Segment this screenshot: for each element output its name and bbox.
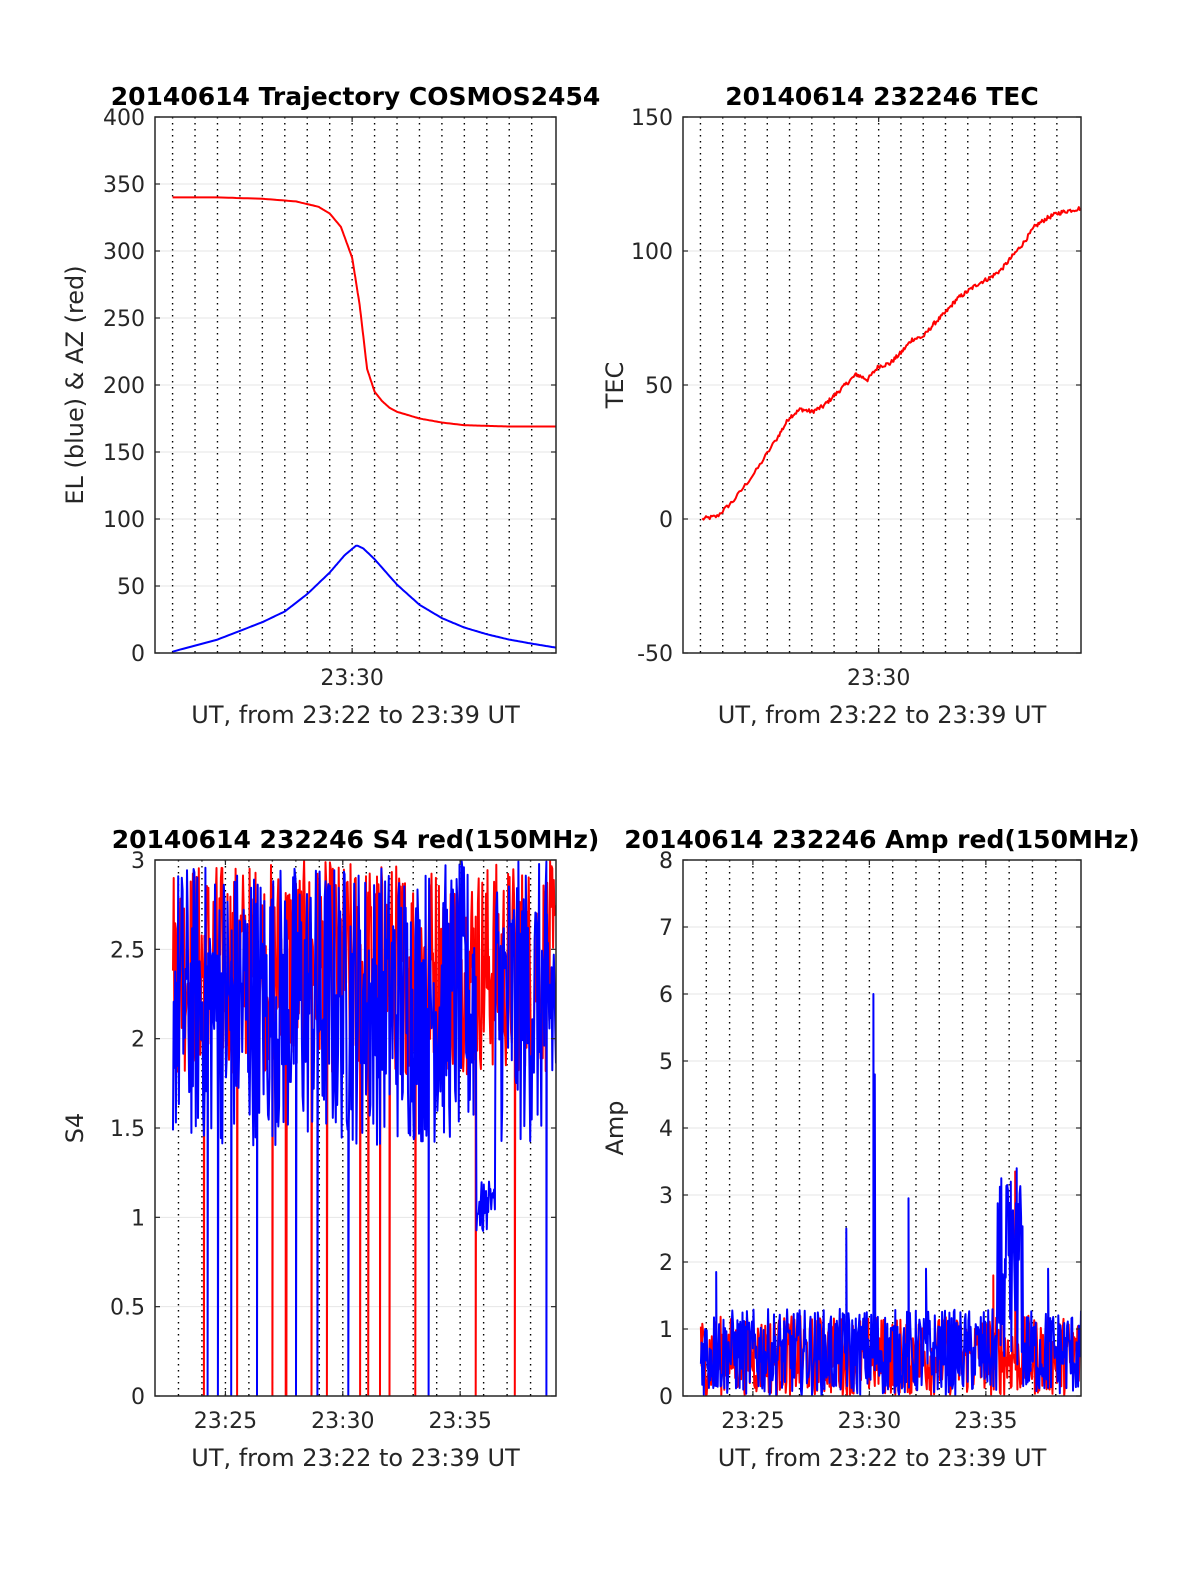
series-group [699, 993, 1081, 1396]
y-tick-label: 2 [131, 1028, 145, 1053]
x-tick-label: 23:30 [838, 1409, 901, 1434]
chart-title: 20140614 Trajectory COSMOS2454 [111, 82, 601, 111]
series-line [701, 206, 1081, 521]
x-axis-label: UT, from 23:22 to 23:39 UT [191, 1444, 520, 1472]
x-tick-label: 23:30 [847, 666, 910, 691]
series-group [172, 196, 556, 653]
series-line [699, 993, 1081, 1396]
y-tick-label: 400 [103, 106, 145, 131]
y-tick-label: 8 [659, 849, 673, 874]
y-tick-label: 100 [103, 508, 145, 533]
x-tick-label: 23:30 [320, 666, 383, 691]
y-tick-label: 1.5 [110, 1117, 145, 1142]
y-tick-label: 1 [131, 1206, 145, 1231]
chart-title: 20140614 232246 S4 red(150MHz) [112, 825, 600, 854]
y-tick-label: 0.5 [110, 1296, 145, 1321]
y-tick-label: 50 [645, 374, 673, 399]
y-tick-label: 0 [131, 642, 145, 667]
series-line [172, 196, 556, 428]
x-axis-label: UT, from 23:22 to 23:39 UT [718, 701, 1047, 729]
y-tick-label: 50 [117, 575, 145, 600]
y-tick-label: -50 [637, 642, 673, 667]
y-tick-label: 300 [103, 240, 145, 265]
y-tick-label: 1 [659, 1318, 673, 1343]
x-tick-label: 23:30 [311, 1409, 374, 1434]
series-group [701, 206, 1081, 521]
y-axis-label: EL (blue) & AZ (red) [61, 265, 89, 504]
chart-panel: -50 0 50 100 150 23:30 20140614 232246 TEC UT, … [601, 82, 1082, 729]
y-tick-label: 7 [659, 916, 673, 941]
y-tick-label: 250 [103, 307, 145, 332]
y-tick-label: 5 [659, 1050, 673, 1075]
y-tick-label: 150 [103, 441, 145, 466]
y-axis-label: TEC [601, 362, 629, 410]
x-tick-label: 23:35 [954, 1409, 1017, 1434]
y-tick-label: 3 [659, 1184, 673, 1209]
y-axis-label: S4 [61, 1113, 89, 1144]
y-tick-label: 0 [131, 1385, 145, 1410]
y-tick-label: 3 [131, 849, 145, 874]
series-group [172, 860, 556, 1396]
chart-title: 20140614 232246 TEC [725, 82, 1038, 111]
chart-panel: 0 1 2 3 4 5 6 7 8 23:25 23:30 23:35 20140614 232246 … [601, 825, 1140, 1472]
y-tick-label: 200 [103, 374, 145, 399]
x-tick-label: 23:35 [428, 1409, 491, 1434]
y-tick-label: 0 [659, 1385, 673, 1410]
y-tick-label: 4 [659, 1117, 673, 1142]
y-tick-label: 0 [659, 508, 673, 533]
y-tick-label: 150 [631, 106, 673, 131]
x-axis-label: UT, from 23:22 to 23:39 UT [718, 1444, 1047, 1472]
x-tick-label: 23:25 [194, 1409, 257, 1434]
y-tick-label: 100 [631, 240, 673, 265]
chart-title: 20140614 232246 Amp red(150MHz) [624, 825, 1140, 854]
chart-panel: 0 0.5 1 1.5 2 2.5 3 23:25 23:30 23:35 20140614 232… [61, 825, 599, 1472]
x-tick-label: 23:25 [721, 1409, 784, 1434]
y-tick-label: 6 [659, 983, 673, 1008]
series-line [172, 544, 556, 653]
y-tick-label: 2.5 [110, 938, 145, 963]
chart-panel: 0 50 100 150 200 250 300 350 400 23:30 20140614 Tr… [61, 82, 600, 729]
y-tick-label: 350 [103, 173, 145, 198]
y-axis-label: Amp [601, 1100, 629, 1155]
x-axis-label: UT, from 23:22 to 23:39 UT [191, 701, 520, 729]
series-line [172, 860, 556, 1396]
y-tick-label: 2 [659, 1251, 673, 1276]
